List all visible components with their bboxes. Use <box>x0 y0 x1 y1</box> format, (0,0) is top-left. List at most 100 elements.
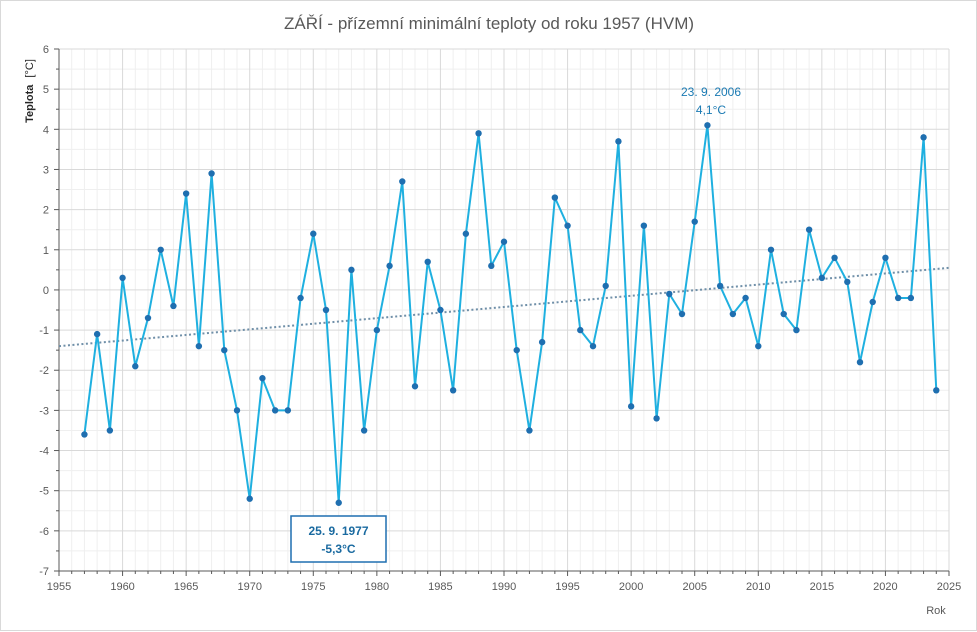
x-tick-label: 1960 <box>110 581 134 593</box>
data-point <box>856 359 864 366</box>
svg-text:Teplota [°C]: Teplota [°C] <box>24 59 36 123</box>
data-point <box>615 138 622 145</box>
data-point <box>526 427 533 434</box>
data-point <box>500 238 508 245</box>
data-point <box>894 294 902 302</box>
data-point <box>589 342 597 350</box>
annotation-min-date: 25. 9. 1977 <box>308 524 368 538</box>
y-tick-label: 4 <box>43 124 49 136</box>
axes <box>54 48 950 576</box>
data-point <box>170 302 177 310</box>
data-point <box>259 375 266 382</box>
data-point <box>907 294 915 302</box>
y-axis-unit: [°C] <box>24 59 36 77</box>
data-point <box>437 306 444 314</box>
data-point <box>271 407 279 414</box>
data-point <box>742 294 749 302</box>
data-point <box>704 122 711 129</box>
data-point <box>678 310 686 318</box>
data-point <box>157 246 164 253</box>
data-point <box>602 282 609 290</box>
data-point <box>119 274 126 282</box>
data-point <box>144 314 152 322</box>
y-tick-label: -4 <box>39 446 49 458</box>
annotations: 23. 9. 2006 4,1°C 25. 9. 1977 -5,3°C <box>290 85 741 563</box>
y-tick-label: -1 <box>39 325 49 337</box>
data-point <box>284 407 292 414</box>
data-point <box>691 218 698 225</box>
y-tick-label: 6 <box>43 44 49 56</box>
data-point <box>831 254 838 261</box>
x-tick-label: 1975 <box>301 581 325 593</box>
x-tick-label: 2000 <box>619 581 643 593</box>
data-point <box>195 342 203 350</box>
trendline <box>58 266 950 348</box>
x-tick-label: 1985 <box>428 581 452 593</box>
data-point <box>132 363 139 370</box>
x-tick-label: 2020 <box>873 581 897 593</box>
data-point <box>729 310 737 318</box>
series-line <box>83 124 938 504</box>
data-point <box>322 306 330 314</box>
data-point <box>246 495 253 502</box>
x-tick-label: 1995 <box>555 581 579 593</box>
data-point <box>475 130 482 137</box>
y-tick-label: 5 <box>43 84 49 96</box>
data-point <box>449 387 457 394</box>
data-point <box>882 254 889 261</box>
y-tick-label: 3 <box>43 164 49 176</box>
x-tick-labels: 1955 1960 1965 1970 1975 1980 1985 1990 1995 2000… <box>47 581 961 593</box>
data-point <box>373 326 381 334</box>
data-point <box>653 415 660 422</box>
data-point <box>767 246 775 253</box>
annotation-min-value: -5,3°C <box>321 542 355 556</box>
data-point <box>844 278 851 286</box>
y-tick-labels: 6 5 4 3 2 1 0 -1 -2 -3 -4 -5 -6 -7 <box>39 44 49 578</box>
data-point <box>805 226 813 233</box>
annotation-max-date: 23. 9. 2006 <box>681 85 741 99</box>
y-tick-label: -2 <box>39 365 49 377</box>
data-point <box>462 230 470 237</box>
x-tick-label: 2015 <box>810 581 834 593</box>
minor-gridlines <box>59 49 949 571</box>
x-tick-label: 1980 <box>365 581 389 593</box>
data-point <box>488 262 495 270</box>
data-point <box>818 274 826 282</box>
data-point <box>386 262 393 270</box>
data-point <box>399 178 406 185</box>
data-point <box>233 407 241 414</box>
data-point <box>208 170 215 177</box>
series-group <box>81 122 940 506</box>
y-tick-label: 1 <box>43 245 49 257</box>
y-axis-label: Teplota <box>24 84 36 123</box>
data-point <box>221 346 228 354</box>
data-point <box>755 342 762 350</box>
data-point <box>360 427 368 434</box>
y-tick-label: -5 <box>39 486 49 498</box>
y-tick-label: -6 <box>39 526 49 538</box>
x-tick-label: 1970 <box>237 581 261 593</box>
y-tick-label: 2 <box>43 205 49 217</box>
data-point <box>869 298 876 306</box>
x-axis-label: Rok <box>926 605 946 617</box>
data-point <box>297 294 304 302</box>
chart-title: ZÁŘÍ - přízemní minimální teploty od rok… <box>284 14 694 33</box>
y-tick-label: -3 <box>39 405 49 417</box>
x-tick-label: 1955 <box>47 581 71 593</box>
y-tick-label: 0 <box>43 285 49 297</box>
data-point <box>93 330 101 338</box>
data-point <box>564 222 571 229</box>
data-point <box>538 338 546 346</box>
x-tick-label: 2010 <box>746 581 770 593</box>
data-point <box>716 282 724 290</box>
y-tick-label: -7 <box>39 566 49 578</box>
x-tick-label: 2005 <box>682 581 706 593</box>
data-point <box>424 258 431 266</box>
data-point <box>551 194 559 201</box>
data-point <box>310 230 317 237</box>
data-point <box>182 190 190 197</box>
data-point <box>920 134 927 141</box>
x-tick-label: 1990 <box>492 581 516 593</box>
